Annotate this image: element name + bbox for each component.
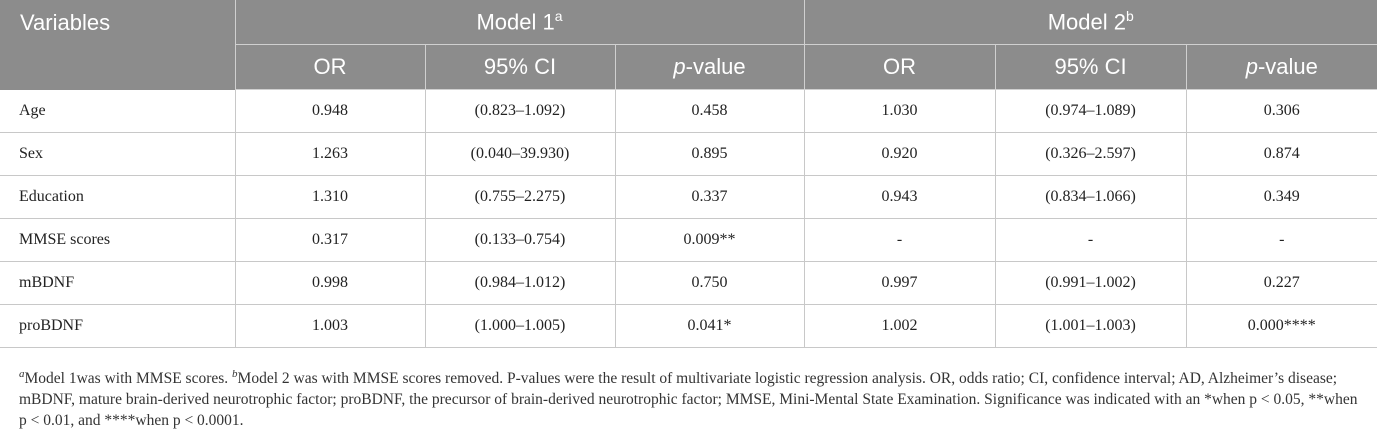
variable-cell: Education — [0, 175, 236, 219]
m1-p-header: p-value — [615, 44, 805, 90]
model1-label: Model 1 — [476, 9, 555, 35]
m2-p-header: p-value — [1186, 44, 1377, 90]
header-row-models: Variables Model 1a Model 2b — [0, 0, 1377, 90]
table-row: MMSE scores 0.317 (0.133–0.754) 0.009** … — [0, 218, 1377, 262]
header-row-columns: OR 95% CI p-value OR 95% CI p-value — [0, 44, 1377, 90]
variables-header: Variables — [0, 0, 236, 90]
m1-or-header: OR — [235, 44, 426, 90]
m2-or-cell: 0.943 — [804, 175, 996, 219]
variable-cell: proBDNF — [0, 304, 236, 348]
table-header: Variables Model 1a Model 2b OR 95% CI p-… — [0, 0, 1377, 90]
m2-or-header: OR — [804, 44, 996, 90]
m1-or-cell: 0.998 — [235, 261, 426, 305]
m2-p-cell: 0.000**** — [1186, 304, 1377, 348]
m2-ci-cell: (1.001–1.003) — [995, 304, 1187, 348]
table-row: Age 0.948 (0.823–1.092) 0.458 1.030 (0.9… — [0, 89, 1377, 133]
p-italic: p — [1245, 54, 1258, 79]
m2-p-cell: 0.227 — [1186, 261, 1377, 305]
m2-or-cell: 1.030 — [804, 89, 996, 133]
table-footnote: aModel 1was with MMSE scores. bModel 2 w… — [19, 364, 1364, 431]
m2-or-cell: 0.920 — [804, 132, 996, 176]
m1-p-cell: 0.895 — [615, 132, 805, 176]
m1-ci-cell: (0.133–0.754) — [425, 218, 616, 262]
m2-p-cell: 0.306 — [1186, 89, 1377, 133]
m1-ci-cell: (0.823–1.092) — [425, 89, 616, 133]
footnote-a-marker: a — [19, 368, 25, 380]
m2-ci-cell: (0.834–1.066) — [995, 175, 1187, 219]
table-row: Sex 1.263 (0.040–39.930) 0.895 0.920 (0.… — [0, 132, 1377, 176]
m1-p-cell: 0.009** — [615, 218, 805, 262]
m2-p-cell: - — [1186, 218, 1377, 262]
p-rest: -value — [685, 54, 746, 79]
m2-or-cell: - — [804, 218, 996, 262]
m2-or-cell: 1.002 — [804, 304, 996, 348]
footnote-a-text: Model 1was with MMSE scores. — [24, 370, 233, 388]
p-italic: p — [673, 54, 686, 79]
variable-cell: mBDNF — [0, 261, 236, 305]
footnote-b-text: Model 2 was with MMSE scores removed. P-… — [19, 370, 1358, 430]
p-rest: -value — [1257, 54, 1318, 79]
m1-ci-header: 95% CI — [425, 44, 616, 90]
model1-sup: a — [554, 8, 563, 25]
m1-or-cell: 0.948 — [235, 89, 426, 133]
m1-or-cell: 0.317 — [235, 218, 426, 262]
m1-or-cell: 1.003 — [235, 304, 426, 348]
footnote-b-marker: b — [232, 368, 238, 380]
m2-ci-header: 95% CI — [995, 44, 1187, 90]
m2-ci-cell: (0.974–1.089) — [995, 89, 1187, 133]
model1-header: Model 1a — [235, 0, 805, 45]
table-row: mBDNF 0.998 (0.984–1.012) 0.750 0.997 (0… — [0, 261, 1377, 305]
table-row: Education 1.310 (0.755–2.275) 0.337 0.94… — [0, 175, 1377, 219]
m2-ci-cell: - — [995, 218, 1187, 262]
m1-or-cell: 1.310 — [235, 175, 426, 219]
m1-or-cell: 1.263 — [235, 132, 426, 176]
m1-p-cell: 0.041* — [615, 304, 805, 348]
m2-p-cell: 0.349 — [1186, 175, 1377, 219]
model2-sup: b — [1126, 8, 1134, 25]
m1-ci-cell: (0.984–1.012) — [425, 261, 616, 305]
m1-ci-cell: (0.040–39.930) — [425, 132, 616, 176]
model2-label: Model 2 — [1047, 9, 1127, 35]
m1-p-cell: 0.337 — [615, 175, 805, 219]
model2-header: Model 2b — [804, 0, 1377, 45]
table-row: proBDNF 1.003 (1.000–1.005) 0.041* 1.002… — [0, 304, 1377, 348]
m1-p-cell: 0.750 — [615, 261, 805, 305]
variable-cell: Age — [0, 89, 236, 133]
regression-table: Variables Model 1a Model 2b OR 95% CI p-… — [0, 0, 1377, 348]
table-body: Age 0.948 (0.823–1.092) 0.458 1.030 (0.9… — [0, 89, 1377, 348]
m1-ci-cell: (1.000–1.005) — [425, 304, 616, 348]
variable-cell: MMSE scores — [0, 218, 236, 262]
m1-p-cell: 0.458 — [615, 89, 805, 133]
m1-ci-cell: (0.755–2.275) — [425, 175, 616, 219]
variable-cell: Sex — [0, 132, 236, 176]
m2-ci-cell: (0.326–2.597) — [995, 132, 1187, 176]
m2-ci-cell: (0.991–1.002) — [995, 261, 1187, 305]
m2-or-cell: 0.997 — [804, 261, 996, 305]
m2-p-cell: 0.874 — [1186, 132, 1377, 176]
